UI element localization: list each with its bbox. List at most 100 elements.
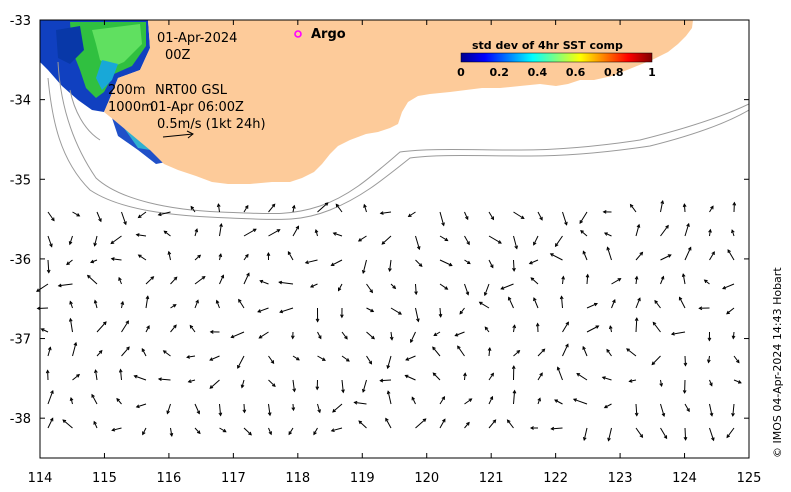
current-arrow [635, 224, 640, 237]
current-arrow [362, 379, 367, 393]
current-arrow-head [46, 269, 51, 274]
current-arrow [194, 229, 198, 237]
current-arrow-head [338, 287, 342, 292]
current-arrow-head [362, 388, 366, 393]
current-arrow-head [629, 203, 634, 208]
current-arrow [586, 303, 598, 309]
current-arrow [415, 283, 417, 295]
current-arrow-head [47, 346, 52, 351]
current-arrow-head [520, 215, 525, 220]
current-arrow [241, 379, 245, 388]
current-arrow [464, 422, 470, 429]
current-arrow-head [238, 298, 242, 303]
current-arrow [708, 355, 710, 363]
current-arrow [576, 373, 588, 381]
current-arrow [116, 398, 122, 405]
colorbar-tick-label: 1 [648, 66, 656, 79]
current-arrow-head [709, 412, 714, 417]
current-arrow [537, 211, 543, 221]
current-arrow [288, 427, 294, 435]
current-arrow-head [654, 299, 658, 304]
current-arrow [582, 251, 588, 261]
current-arrow [513, 235, 518, 249]
current-arrow-head [123, 221, 127, 226]
current-arrow [455, 331, 465, 337]
current-arrow-head [670, 331, 675, 336]
current-arrow-head [76, 373, 81, 378]
x-tick-label: 114 [28, 471, 53, 486]
current-arrow [96, 350, 103, 357]
current-arrow-head [386, 390, 391, 395]
x-tick-label: 125 [737, 471, 762, 486]
current-arrow-head [195, 299, 199, 304]
current-arrow [366, 307, 374, 312]
current-arrow [158, 211, 171, 216]
current-arrow [529, 259, 539, 265]
current-arrow-head [69, 300, 73, 305]
current-arrow-head [731, 335, 736, 340]
current-arrow [121, 320, 129, 333]
current-arrow-head [57, 283, 62, 288]
current-arrow-head [332, 232, 337, 236]
current-arrow-head [639, 251, 644, 256]
current-arrow-head [330, 262, 335, 266]
current-arrow-head [663, 435, 668, 440]
current-arrow [366, 283, 373, 293]
current-arrow-head [422, 418, 427, 422]
current-arrow [635, 427, 643, 438]
current-arrow-head [98, 218, 102, 223]
current-arrow [606, 349, 612, 357]
current-arrow-head [484, 326, 489, 331]
current-arrow-head [187, 379, 192, 383]
current-arrow-head [444, 237, 449, 242]
current-arrow-head [379, 378, 384, 383]
current-arrow-head [507, 296, 512, 301]
current-arrow [501, 283, 514, 290]
current-arrow [390, 307, 402, 315]
current-arrow [380, 379, 392, 382]
current-arrow [387, 355, 392, 369]
current-arrow-head [731, 229, 735, 234]
current-arrow-head [683, 362, 688, 367]
current-arrow-head [639, 434, 644, 439]
current-arrow [405, 355, 416, 361]
current-arrow-head [279, 309, 284, 314]
current-arrow-head [40, 328, 45, 332]
current-arrow [457, 345, 465, 357]
current-vectors [36, 199, 742, 442]
current-arrow [170, 427, 173, 436]
current-arrow [219, 403, 222, 416]
current-arrow [679, 297, 686, 309]
current-arrow [110, 235, 122, 244]
current-arrow [118, 277, 122, 285]
current-arrow [292, 355, 300, 361]
current-arrow-head [478, 301, 483, 306]
current-arrow [630, 204, 637, 213]
current-arrow [72, 342, 77, 357]
current-arrow [94, 300, 98, 309]
x-tick-label: 123 [608, 471, 633, 486]
current-arrow [415, 307, 419, 322]
current-arrow-head [466, 260, 471, 265]
current-arrow [69, 235, 73, 245]
current-arrow-head [582, 345, 586, 350]
current-arrow [243, 205, 249, 213]
current-arrow [709, 427, 715, 441]
current-arrow-head [441, 222, 445, 227]
current-arrow [557, 367, 563, 381]
current-arrow-head [487, 346, 492, 351]
current-arrow [507, 419, 514, 429]
current-arrow-head [468, 398, 473, 402]
current-arrow-head [686, 222, 690, 227]
current-arrow-head [341, 389, 345, 394]
current-arrow [219, 275, 224, 285]
current-arrow [217, 204, 220, 213]
current-arrow-head [537, 397, 541, 402]
current-arrow-head [726, 310, 730, 315]
current-arrow [733, 355, 740, 363]
current-arrow-head [357, 238, 362, 242]
current-arrow-head [358, 420, 363, 425]
current-arrow [166, 403, 171, 414]
current-arrow-head [418, 263, 423, 268]
current-arrow [607, 247, 612, 261]
